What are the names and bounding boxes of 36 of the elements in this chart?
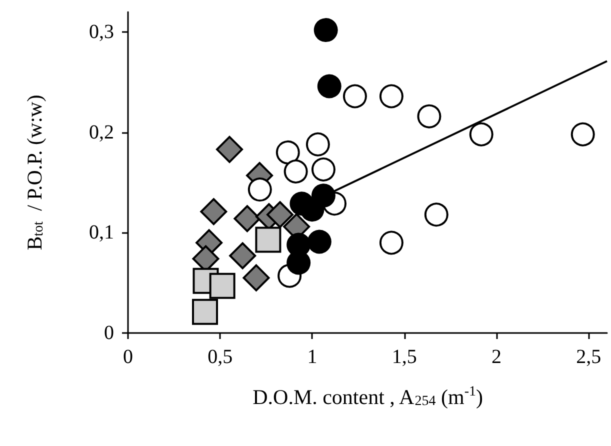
x-tick-label: 0 <box>123 346 133 368</box>
y-tick-label: 0,2 <box>89 121 114 144</box>
point <box>379 84 404 108</box>
point <box>317 74 342 98</box>
point <box>229 242 256 270</box>
point <box>307 230 332 254</box>
point <box>192 298 218 325</box>
y-tick-label: 0 <box>104 322 114 344</box>
x-tick-label: 1 <box>307 346 318 368</box>
x-tick-label: 2 <box>491 346 502 368</box>
point <box>570 122 595 146</box>
point <box>209 272 236 299</box>
point <box>248 178 272 202</box>
y-tick-label: 0,1 <box>89 222 114 244</box>
point <box>242 264 270 292</box>
point <box>314 18 338 42</box>
point <box>379 230 404 255</box>
x-tick-label: 2,5 <box>576 346 602 368</box>
point <box>284 160 308 184</box>
point <box>342 84 367 108</box>
y-axis-title: Btot / P.O.P. (w:w) <box>22 94 46 250</box>
point <box>200 198 228 226</box>
point <box>469 122 494 146</box>
point <box>311 184 336 208</box>
point <box>276 140 300 164</box>
point <box>417 104 442 128</box>
point <box>311 157 336 182</box>
point <box>234 205 261 232</box>
point <box>255 226 282 253</box>
point <box>266 201 294 228</box>
point <box>306 132 330 156</box>
y-tick-label: 0,3 <box>89 21 114 44</box>
x-tick-label: 0,5 <box>208 346 233 368</box>
x-tick-label: 1,5 <box>392 346 417 368</box>
point <box>424 202 448 227</box>
point <box>216 136 244 163</box>
